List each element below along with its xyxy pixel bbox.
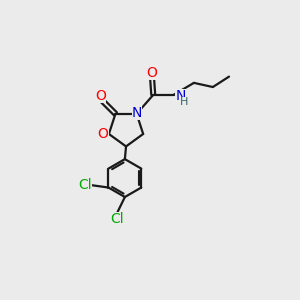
Text: N: N: [175, 89, 186, 103]
Text: H: H: [180, 97, 188, 107]
Text: Cl: Cl: [78, 178, 92, 192]
Text: O: O: [95, 89, 106, 103]
Text: N: N: [132, 106, 142, 120]
Text: O: O: [98, 127, 109, 141]
Text: Cl: Cl: [110, 212, 124, 226]
Text: O: O: [147, 66, 158, 80]
